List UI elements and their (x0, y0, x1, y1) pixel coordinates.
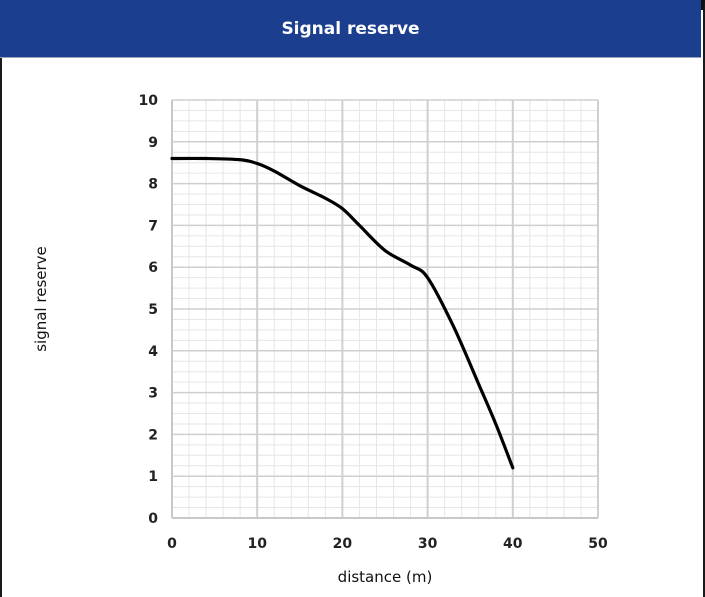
grid (172, 99, 599, 518)
series-line (170, 156, 515, 470)
y-tick-label: 6 (148, 260, 158, 276)
y-tick-label: 0 (148, 511, 158, 527)
tick-labels: 0 10 20 30 40 50 0 1 2 3 4 5 6 7 8 9 10 (139, 93, 608, 552)
y-tick-label: 3 (148, 386, 158, 402)
y-tick-label: 1 (148, 469, 158, 485)
x-tick-label: 30 (418, 536, 438, 552)
y-tick-label: 7 (148, 218, 158, 234)
title-divider (0, 57, 701, 58)
y-tick-label: 10 (139, 93, 159, 109)
x-tick-label: 10 (247, 536, 267, 552)
x-tick-label: 20 (333, 536, 353, 552)
y-tick-label: 5 (148, 302, 158, 318)
axes (171, 100, 598, 519)
chart-title: Signal reserve (281, 18, 420, 39)
y-tick-label: 2 (148, 427, 158, 443)
series-group (170, 156, 515, 470)
y-tick-label: 8 (148, 177, 158, 193)
x-axis-label: distance (m) (338, 568, 433, 586)
y-axis-label: signal reserve (32, 246, 50, 352)
y-tick-label: 4 (148, 344, 158, 360)
x-tick-label: 40 (503, 536, 523, 552)
y-tick-label: 9 (148, 135, 158, 151)
title-bar: Signal reserve (0, 0, 701, 57)
x-tick-label: 50 (588, 536, 608, 552)
x-tick-label: 0 (167, 536, 177, 552)
